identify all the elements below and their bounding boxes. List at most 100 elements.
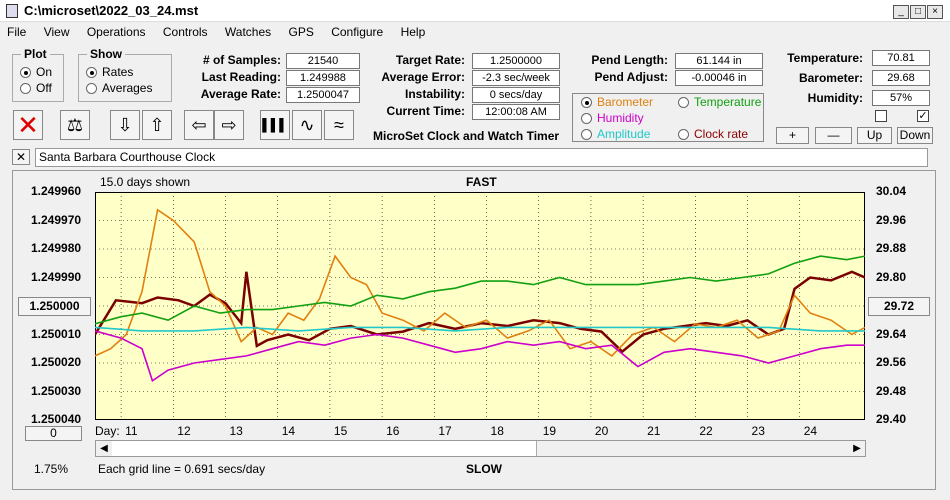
app-icon	[6, 4, 18, 18]
radio-icon	[86, 83, 97, 94]
offset-button[interactable]: 0	[25, 426, 82, 441]
target-rate-label: Target Rate:	[395, 53, 465, 67]
show-group-title: Show	[87, 47, 125, 61]
amplitude-radio[interactable]: Amplitude	[581, 127, 650, 141]
series-line-barometer	[95, 208, 865, 357]
plot-on-radio[interactable]: On	[20, 65, 52, 79]
days-shown-label: 15.0 days shown	[100, 175, 191, 189]
red-x-icon: ✕	[17, 110, 39, 140]
multi-wave-icon: ≈	[334, 115, 344, 135]
left-axis-tick: 1.249980	[31, 241, 82, 255]
samples-value: 21540	[286, 53, 360, 69]
radio-selected-icon	[86, 67, 97, 78]
clockrate-label: Clock rate	[694, 127, 749, 141]
instability-label: Instability:	[404, 87, 465, 101]
scroll-right-button[interactable]: ⇨	[214, 110, 244, 140]
current-time-label: Current Time:	[386, 104, 465, 118]
pend-length-value[interactable]: 61.144 in	[675, 53, 763, 69]
plus-button[interactable]: +	[776, 127, 809, 144]
plot-off-label: Off	[36, 81, 52, 95]
scroll-left-button[interactable]: ⇦	[184, 110, 214, 140]
menu-controls[interactable]: Controls	[162, 25, 208, 39]
menu-configure[interactable]: Configure	[331, 25, 384, 39]
show-rates-label: Rates	[102, 65, 134, 79]
pend-adjust-value: -0.00046 in	[675, 70, 763, 86]
show-averages-radio[interactable]: Averages	[86, 81, 152, 95]
maximize-button[interactable]: □	[910, 5, 926, 19]
menu-operations[interactable]: Operations	[86, 25, 146, 39]
x-axis-tick: 16	[386, 424, 400, 438]
minus-button[interactable]: —	[815, 127, 852, 144]
arrow-right-icon: ⇨	[221, 115, 237, 135]
last-reading-value: 1.249988	[286, 70, 360, 86]
x-axis-tick: 13	[229, 424, 243, 438]
scroll-thumb[interactable]	[536, 441, 854, 456]
right-axis-tick: 29.40	[876, 412, 907, 426]
percent-label: 1.75%	[34, 462, 69, 476]
radio-icon	[581, 129, 592, 140]
close-clock-button[interactable]: ✕	[12, 149, 30, 165]
down-button[interactable]: Down	[897, 127, 933, 144]
scroll-left-arrow-icon[interactable]: ◀	[96, 441, 112, 456]
barometer-value: 29.68	[872, 70, 930, 86]
left-checkbox[interactable]	[875, 110, 887, 122]
arrow-up-icon: ⇧	[149, 115, 165, 135]
radio-icon	[20, 83, 31, 94]
up-button[interactable]: Up	[857, 127, 892, 144]
clock-name-field[interactable]: Santa Barbara Courthouse Clock	[35, 148, 928, 167]
right-checkbox[interactable]: ✓	[917, 110, 929, 122]
fast-label: FAST	[466, 175, 497, 189]
right-axis-tick: 29.48	[876, 383, 907, 398]
temperature-value: 70.81	[872, 50, 930, 66]
wave-icon: ∿	[299, 115, 315, 135]
day-label: Day:	[95, 424, 120, 438]
right-axis-tick: 30.04	[876, 184, 907, 198]
chart-plot	[95, 192, 865, 420]
menu-watches[interactable]: Watches	[224, 25, 272, 39]
wave-button[interactable]: ∿	[292, 110, 322, 140]
temperature-label: Temperature:	[787, 51, 863, 65]
x-axis-tick: 18	[490, 424, 504, 438]
center-value-button[interactable]: 1.250000	[18, 297, 91, 316]
left-axis-tick: 1.249970	[31, 212, 82, 227]
close-button[interactable]: ×	[927, 5, 943, 19]
menu-gps[interactable]: GPS	[288, 25, 314, 39]
multi-wave-button[interactable]: ≈	[324, 110, 354, 140]
slow-label: SLOW	[466, 462, 502, 476]
humidity-radio[interactable]: Humidity	[581, 111, 644, 125]
scroll-up-button[interactable]: ⇧	[142, 110, 172, 140]
radio-icon	[678, 97, 689, 108]
x-axis-tick: 22	[699, 424, 713, 438]
minimize-button[interactable]: _	[893, 5, 909, 19]
x-axis-tick: 14	[281, 424, 296, 438]
balance-button[interactable]: ⚖	[60, 110, 90, 140]
menu-help[interactable]: Help	[400, 25, 426, 39]
temperature-radio[interactable]: Temperature	[678, 95, 761, 109]
x-axis-tick: 19	[542, 424, 557, 438]
pend-length-label: Pend Length:	[591, 53, 668, 67]
barometer-label: Barometer	[597, 95, 654, 109]
x-axis-tick: 20	[594, 424, 609, 438]
scroll-down-button[interactable]: ⇩	[110, 110, 140, 140]
series-line-amplitude	[95, 326, 865, 332]
clear-button[interactable]: ✕	[13, 110, 43, 140]
menu-file[interactable]: File	[7, 25, 27, 39]
current-time-value: 12:00:08 AM	[472, 104, 560, 120]
show-rates-radio[interactable]: Rates	[86, 65, 133, 79]
radio-icon	[581, 113, 592, 124]
barometer-radio[interactable]: Barometer	[581, 95, 653, 109]
menu-view[interactable]: View	[43, 25, 70, 39]
humidity-label: Humidity:	[807, 91, 863, 105]
plot-group: Plot On Off	[12, 47, 64, 102]
left-axis-tick: 1.250020	[31, 355, 82, 369]
clockrate-radio[interactable]: Clock rate	[678, 127, 748, 141]
right-axis-tick: 29.96	[876, 212, 907, 227]
chart-scrollbar[interactable]: ◀ ▶	[95, 440, 866, 457]
target-rate-value[interactable]: 1.2500000	[472, 53, 560, 69]
plot-off-radio[interactable]: Off	[20, 81, 52, 95]
scroll-right-arrow-icon[interactable]: ▶	[849, 441, 865, 456]
window-title: C:\microset\2022_03_24.mst	[24, 3, 199, 18]
right-value-button[interactable]: 29.72	[868, 297, 930, 316]
bars-button[interactable]: ▌▌▌	[260, 110, 290, 140]
chart-frame	[12, 170, 936, 490]
